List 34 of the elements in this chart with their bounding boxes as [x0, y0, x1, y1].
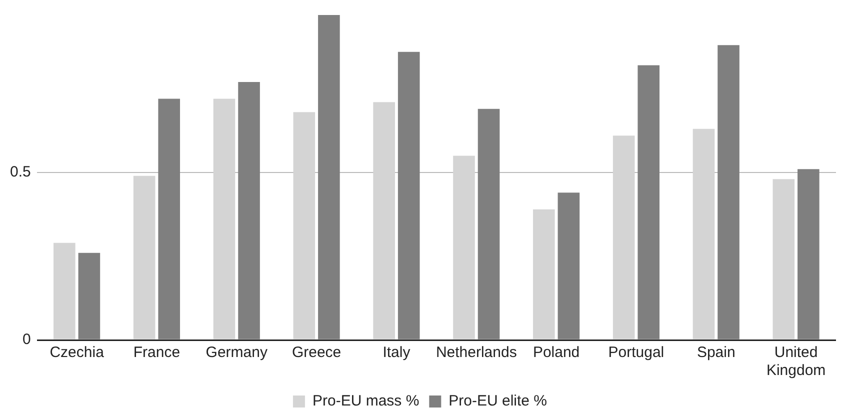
bar: [692, 128, 715, 340]
x-tick-label: France: [133, 344, 180, 362]
x-tick-label: Spain: [696, 344, 736, 362]
y-tick-label: 0.5: [10, 164, 31, 181]
x-tick-label: Germany: [206, 344, 268, 362]
bar: [213, 98, 236, 340]
x-tick-label: Poland: [532, 344, 580, 362]
x-tick-label: Czechia: [50, 344, 105, 362]
x-tick-label: Portugal: [608, 344, 664, 362]
bar: [158, 98, 180, 340]
y-tick-label: 0: [22, 331, 31, 348]
bar: [78, 252, 100, 340]
bar: [533, 209, 555, 340]
x-tick-label: United Kingdom: [766, 344, 826, 380]
bar: [772, 179, 795, 340]
bar: [612, 136, 635, 340]
legend-label: Pro-EU mass %: [312, 392, 420, 410]
bar: [238, 82, 260, 340]
bar: [718, 45, 740, 340]
x-tick-label: Italy: [382, 344, 411, 362]
legend-label: Pro-EU elite %: [448, 392, 548, 410]
bar: [373, 102, 395, 340]
bar: [453, 156, 475, 340]
bar: [798, 169, 820, 340]
bar: [398, 52, 420, 340]
x-tick-label: Netherlands: [436, 344, 517, 362]
x-tick-label: Greece: [292, 344, 342, 362]
bar: [318, 15, 340, 340]
bar: [133, 176, 156, 340]
bar: [478, 108, 500, 340]
bar: [558, 192, 580, 340]
bar: [54, 242, 76, 340]
bar: [638, 65, 660, 340]
bar: [293, 112, 316, 340]
